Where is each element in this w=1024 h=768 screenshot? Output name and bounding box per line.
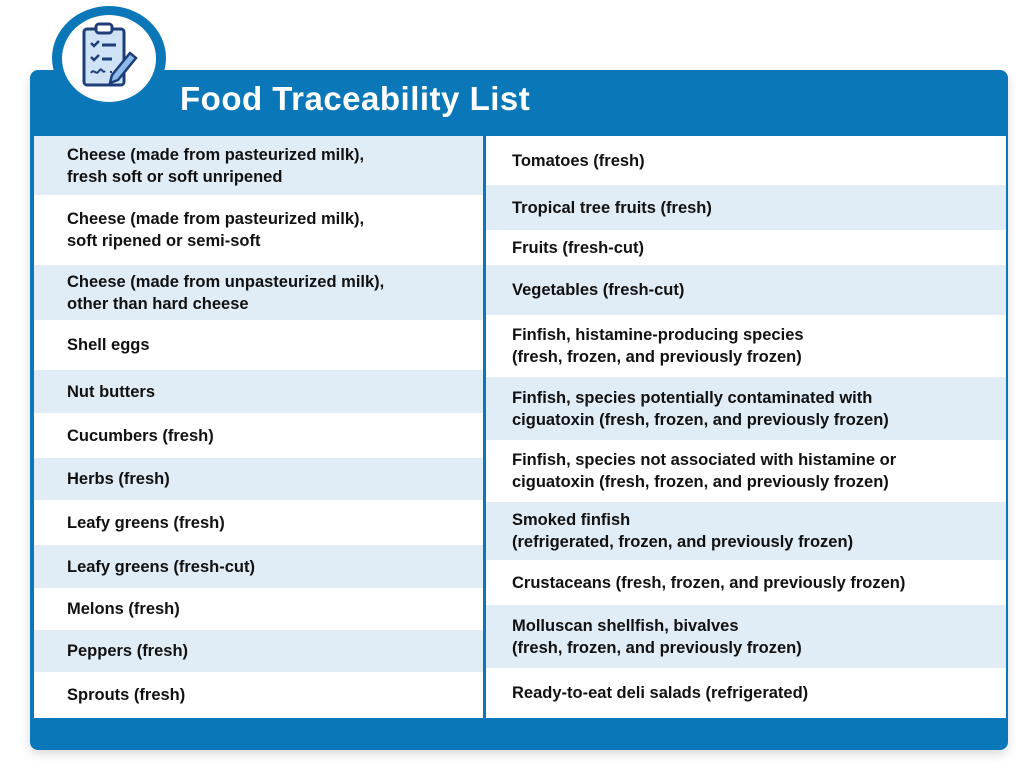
list-item: Fruits (fresh-cut): [512, 238, 644, 257]
list-item: Leafy greens (fresh-cut): [34, 545, 483, 588]
list-item: Melons (fresh): [67, 600, 180, 618]
left-column: Cheese (made from pasteurized milk), fre…: [34, 136, 483, 718]
list-item: Tropical tree fruits (fresh): [486, 185, 1006, 230]
right-column: Tomatoes (fresh) Tropical tree fruits (fr…: [486, 136, 1006, 718]
list-item: Shell eggs: [67, 336, 150, 354]
list-item: Molluscan shellfish, bivalves (fresh, fr…: [486, 605, 1006, 668]
clipboard-checklist-icon: [62, 15, 156, 102]
list-body: Cheese (made from pasteurized milk), fre…: [34, 136, 1006, 718]
list-item: Crustaceans (fresh, frozen, and previous…: [512, 573, 906, 592]
list-item: Vegetables (fresh-cut): [486, 265, 1006, 315]
list-item: Finfish, histamine-producing species (fr…: [512, 326, 804, 366]
list-item: Finfish, species not associated with his…: [512, 451, 897, 491]
list-item: Cucumbers (fresh): [67, 426, 214, 445]
list-item: Sprouts (fresh): [67, 686, 186, 704]
column-divider: [483, 136, 486, 718]
list-item: Cheese (made from pasteurized milk), sof…: [67, 210, 365, 250]
list-item: Herbs (fresh): [34, 458, 483, 500]
list-item: Smoked finfish (refrigerated, frozen, an…: [486, 502, 1006, 560]
list-item: Cheese (made from pasteurized milk), fre…: [34, 136, 483, 195]
list-item: Tomatoes (fresh): [512, 151, 645, 170]
list-item: Cheese (made from unpasteurized milk), o…: [34, 265, 483, 320]
list-item: Peppers (fresh): [34, 630, 483, 672]
list-item: Ready-to-eat deli salads (refrigerated): [512, 684, 809, 702]
list-item: Nut butters: [34, 370, 483, 413]
list-item: Finfish, species potentially contaminate…: [486, 377, 1006, 440]
list-item: Leafy greens (fresh): [67, 513, 225, 532]
page-title: Food Traceability List: [180, 80, 531, 117]
